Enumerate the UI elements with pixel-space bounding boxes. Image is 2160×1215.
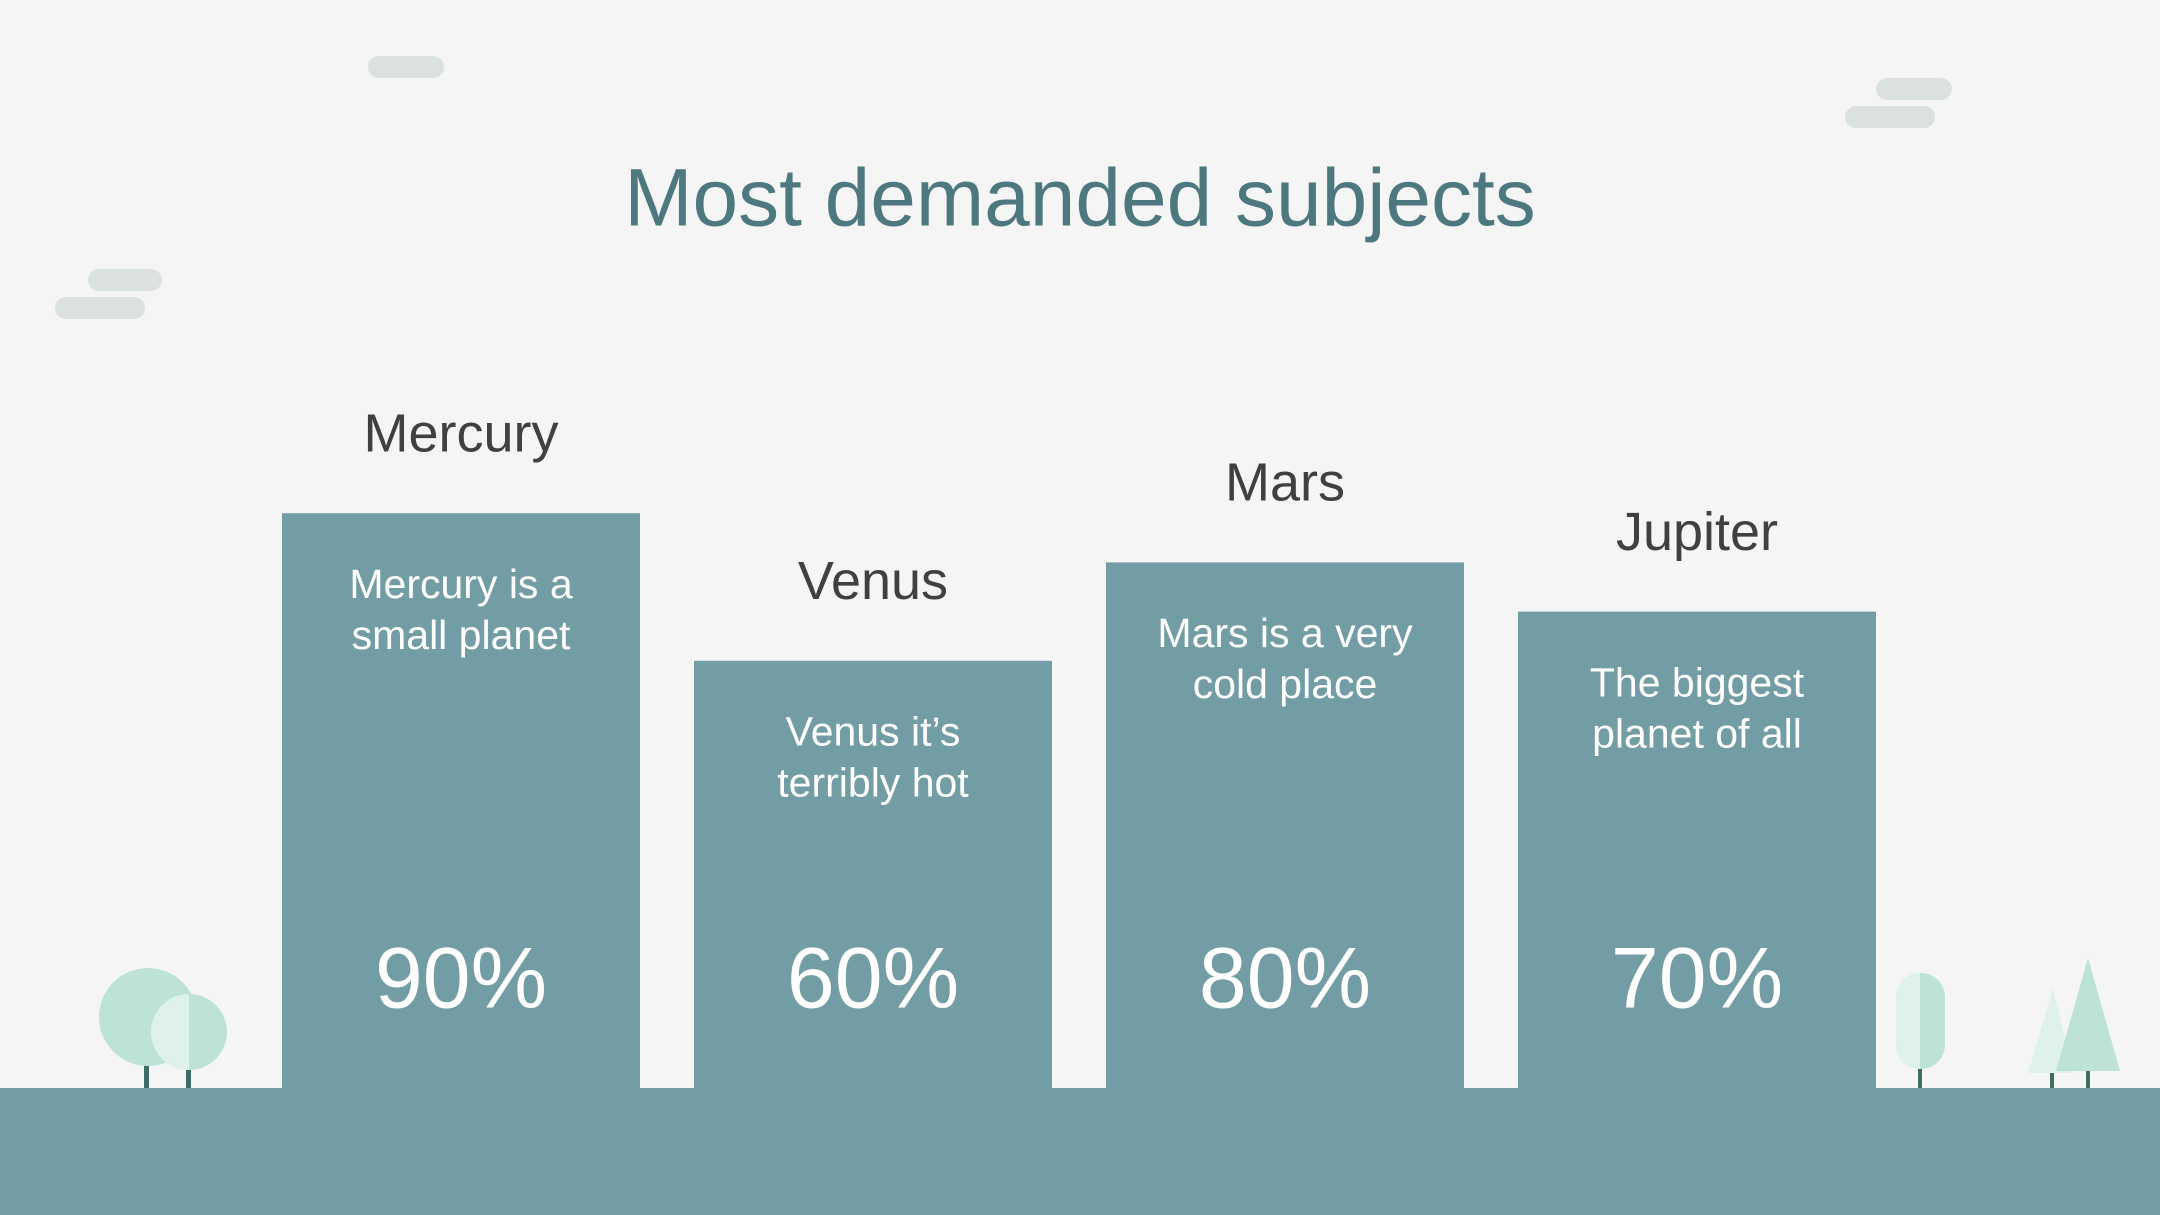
tree-shade xyxy=(151,994,189,1070)
category-label: Jupiter xyxy=(1616,502,1778,562)
description: Mars is a very xyxy=(1157,610,1413,656)
bar xyxy=(282,513,640,1088)
cloud xyxy=(55,297,145,319)
category-label: Mercury xyxy=(363,403,558,463)
description: planet of all xyxy=(1592,710,1802,756)
cloud xyxy=(1845,106,1935,128)
value-label: 80% xyxy=(1199,931,1371,1027)
value-label: 90% xyxy=(375,931,547,1027)
trunk xyxy=(1918,1060,1922,1093)
bar xyxy=(1106,562,1464,1088)
trunk xyxy=(144,1050,149,1088)
cloud xyxy=(368,56,444,78)
bar xyxy=(1518,611,1876,1088)
value-label: 60% xyxy=(787,931,959,1027)
description: terribly hot xyxy=(777,760,969,806)
chart-title: Most demanded subjects xyxy=(624,153,1536,244)
description: cold place xyxy=(1193,661,1378,707)
description: Venus it’s xyxy=(786,709,961,755)
clouds xyxy=(55,56,1952,319)
trunk xyxy=(186,1060,191,1088)
category-label: Mars xyxy=(1225,453,1345,513)
ground xyxy=(0,1088,2160,1215)
description: Mercury is a xyxy=(349,561,572,607)
description: The biggest xyxy=(1590,659,1805,705)
cloud xyxy=(1876,78,1952,100)
cloud xyxy=(88,269,162,291)
description: small planet xyxy=(352,612,571,658)
trees xyxy=(99,958,2120,1093)
tree xyxy=(2056,958,2120,1071)
value-label: 70% xyxy=(1611,931,1783,1027)
bar xyxy=(694,660,1052,1088)
category-label: Venus xyxy=(798,551,948,611)
tree-shade xyxy=(1896,973,1920,1069)
